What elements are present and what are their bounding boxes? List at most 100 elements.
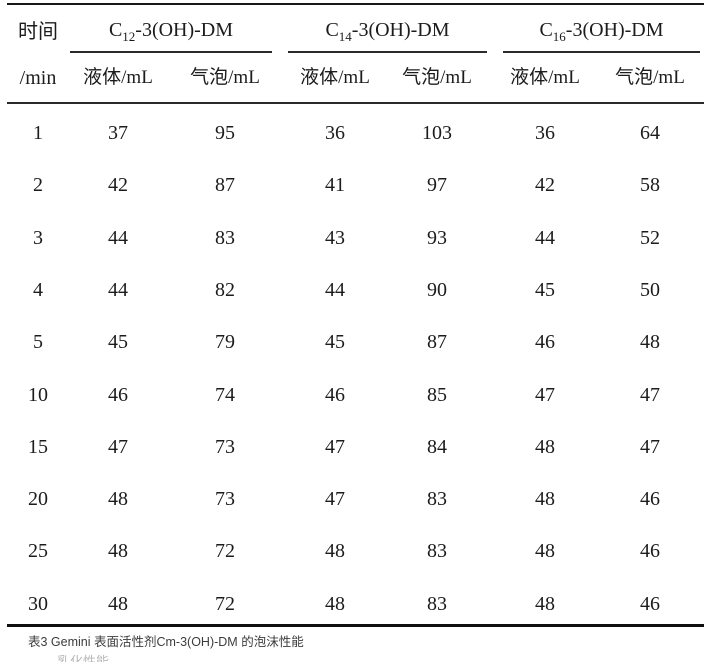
value-cell: 47 [640, 383, 660, 406]
value-cell: 42 [535, 174, 555, 197]
table-row: 3 44 83 43 93 44 52 [0, 225, 704, 251]
value-cell: 87 [427, 331, 447, 354]
table-caption: 表3 Gemini 表面活性剂Cm-3(OH)-DM 的泡沫性能 [28, 635, 304, 649]
group-header-c14-subscript: 14 [338, 29, 352, 44]
value-cell: 48 [640, 331, 660, 354]
cutoff-text: 乳化性能 [57, 654, 110, 662]
time-cell: 5 [33, 331, 43, 354]
value-cell: 47 [640, 435, 660, 458]
table-row: 2 42 87 41 97 42 58 [0, 172, 704, 198]
time-cell: 1 [33, 122, 43, 144]
value-cell: 36 [325, 122, 345, 144]
value-cell: 93 [427, 226, 447, 249]
table-top-border [7, 3, 704, 5]
value-cell: 97 [427, 174, 447, 197]
time-cell: 25 [28, 540, 48, 563]
value-cell: 64 [640, 122, 660, 144]
header-separator-line [7, 102, 704, 104]
value-cell: 87 [215, 174, 235, 197]
time-header-line2: /min [19, 67, 57, 89]
value-cell: 82 [215, 278, 235, 301]
group-header-c16-subscript: 16 [552, 29, 566, 44]
table-row: 15 47 73 47 84 48 47 [0, 434, 704, 460]
table-row: 10 46 74 46 85 47 47 [0, 382, 704, 408]
group-underline-c14 [288, 51, 487, 53]
time-cell: 15 [28, 435, 48, 458]
value-cell: 46 [640, 488, 660, 511]
value-cell: 37 [108, 122, 128, 144]
table-row: 1 37 95 36 103 36 64 [0, 120, 704, 146]
group-header-c12-suffix: -3(OH)-DM [135, 19, 234, 41]
value-cell: 48 [535, 435, 555, 458]
subheader-c16-liquid: 液体/mL [510, 67, 580, 88]
time-cell: 30 [28, 592, 48, 615]
value-cell: 45 [535, 278, 555, 301]
value-cell: 73 [215, 435, 235, 458]
value-cell: 73 [215, 488, 235, 511]
value-cell: 72 [215, 540, 235, 563]
group-header-c12-prefix: C [108, 19, 123, 41]
time-cell: 4 [33, 278, 43, 301]
time-cell: 10 [28, 383, 48, 406]
value-cell: 90 [427, 278, 447, 301]
time-header-line1: 时间 [18, 21, 58, 43]
group-header-c14: C14-3(OH)-DM [288, 15, 487, 45]
value-cell: 52 [640, 226, 660, 249]
value-cell: 72 [215, 592, 235, 615]
table-bottom-border [7, 624, 704, 627]
subheader-c12-liquid: 液体/mL [83, 67, 153, 88]
value-cell: 48 [108, 540, 128, 563]
value-cell: 44 [325, 278, 345, 301]
value-cell: 83 [427, 488, 447, 511]
value-cell: 58 [640, 174, 660, 197]
value-cell: 47 [325, 435, 345, 458]
time-cell: 2 [33, 174, 43, 197]
value-cell: 46 [325, 383, 345, 406]
value-cell: 79 [215, 331, 235, 354]
value-cell: 44 [108, 226, 128, 249]
value-cell: 46 [640, 540, 660, 563]
value-cell: 44 [108, 278, 128, 301]
value-cell: 84 [427, 435, 447, 458]
table-row: 30 48 72 48 83 48 46 [0, 591, 704, 617]
group-underline-c12 [70, 51, 272, 53]
value-cell: 47 [325, 488, 345, 511]
time-cell: 3 [33, 226, 43, 249]
value-cell: 74 [215, 383, 235, 406]
value-cell: 47 [108, 435, 128, 458]
value-cell: 43 [325, 226, 345, 249]
value-cell: 48 [108, 592, 128, 615]
value-cell: 95 [215, 122, 235, 144]
subheader-c12-foam: 气泡/mL [190, 67, 260, 88]
value-cell: 46 [640, 592, 660, 615]
group-header-c12: C12-3(OH)-DM [70, 15, 272, 45]
subheader-c14-liquid: 液体/mL [300, 67, 370, 88]
group-header-c16-suffix: -3(OH)-DM [565, 19, 664, 41]
table-row: 25 48 72 48 83 48 46 [0, 538, 704, 564]
group-header-c16-prefix: C [539, 19, 553, 41]
subheader-c16-foam: 气泡/mL [615, 67, 685, 88]
value-cell: 47 [535, 383, 555, 406]
group-header-c16: C16-3(OH)-DM [503, 15, 700, 45]
value-cell: 48 [108, 488, 128, 511]
value-cell: 83 [427, 540, 447, 563]
value-cell: 41 [325, 174, 345, 197]
value-cell: 48 [535, 540, 555, 563]
table-row: 4 44 82 44 90 45 50 [0, 277, 704, 303]
value-cell: 48 [325, 540, 345, 563]
value-cell: 50 [640, 278, 660, 301]
value-cell: 103 [422, 122, 452, 144]
table-row: 20 48 73 47 83 48 46 [0, 486, 704, 512]
group-header-c14-prefix: C [325, 19, 339, 41]
value-cell: 46 [108, 383, 128, 406]
value-cell: 83 [427, 592, 447, 615]
value-cell: 48 [535, 592, 555, 615]
group-header-c12-subscript: 12 [122, 29, 136, 44]
value-cell: 48 [535, 488, 555, 511]
value-cell: 45 [325, 331, 345, 354]
group-header-c14-suffix: -3(OH)-DM [351, 19, 450, 41]
value-cell: 48 [325, 592, 345, 615]
value-cell: 36 [535, 122, 555, 144]
time-cell: 20 [28, 488, 48, 511]
